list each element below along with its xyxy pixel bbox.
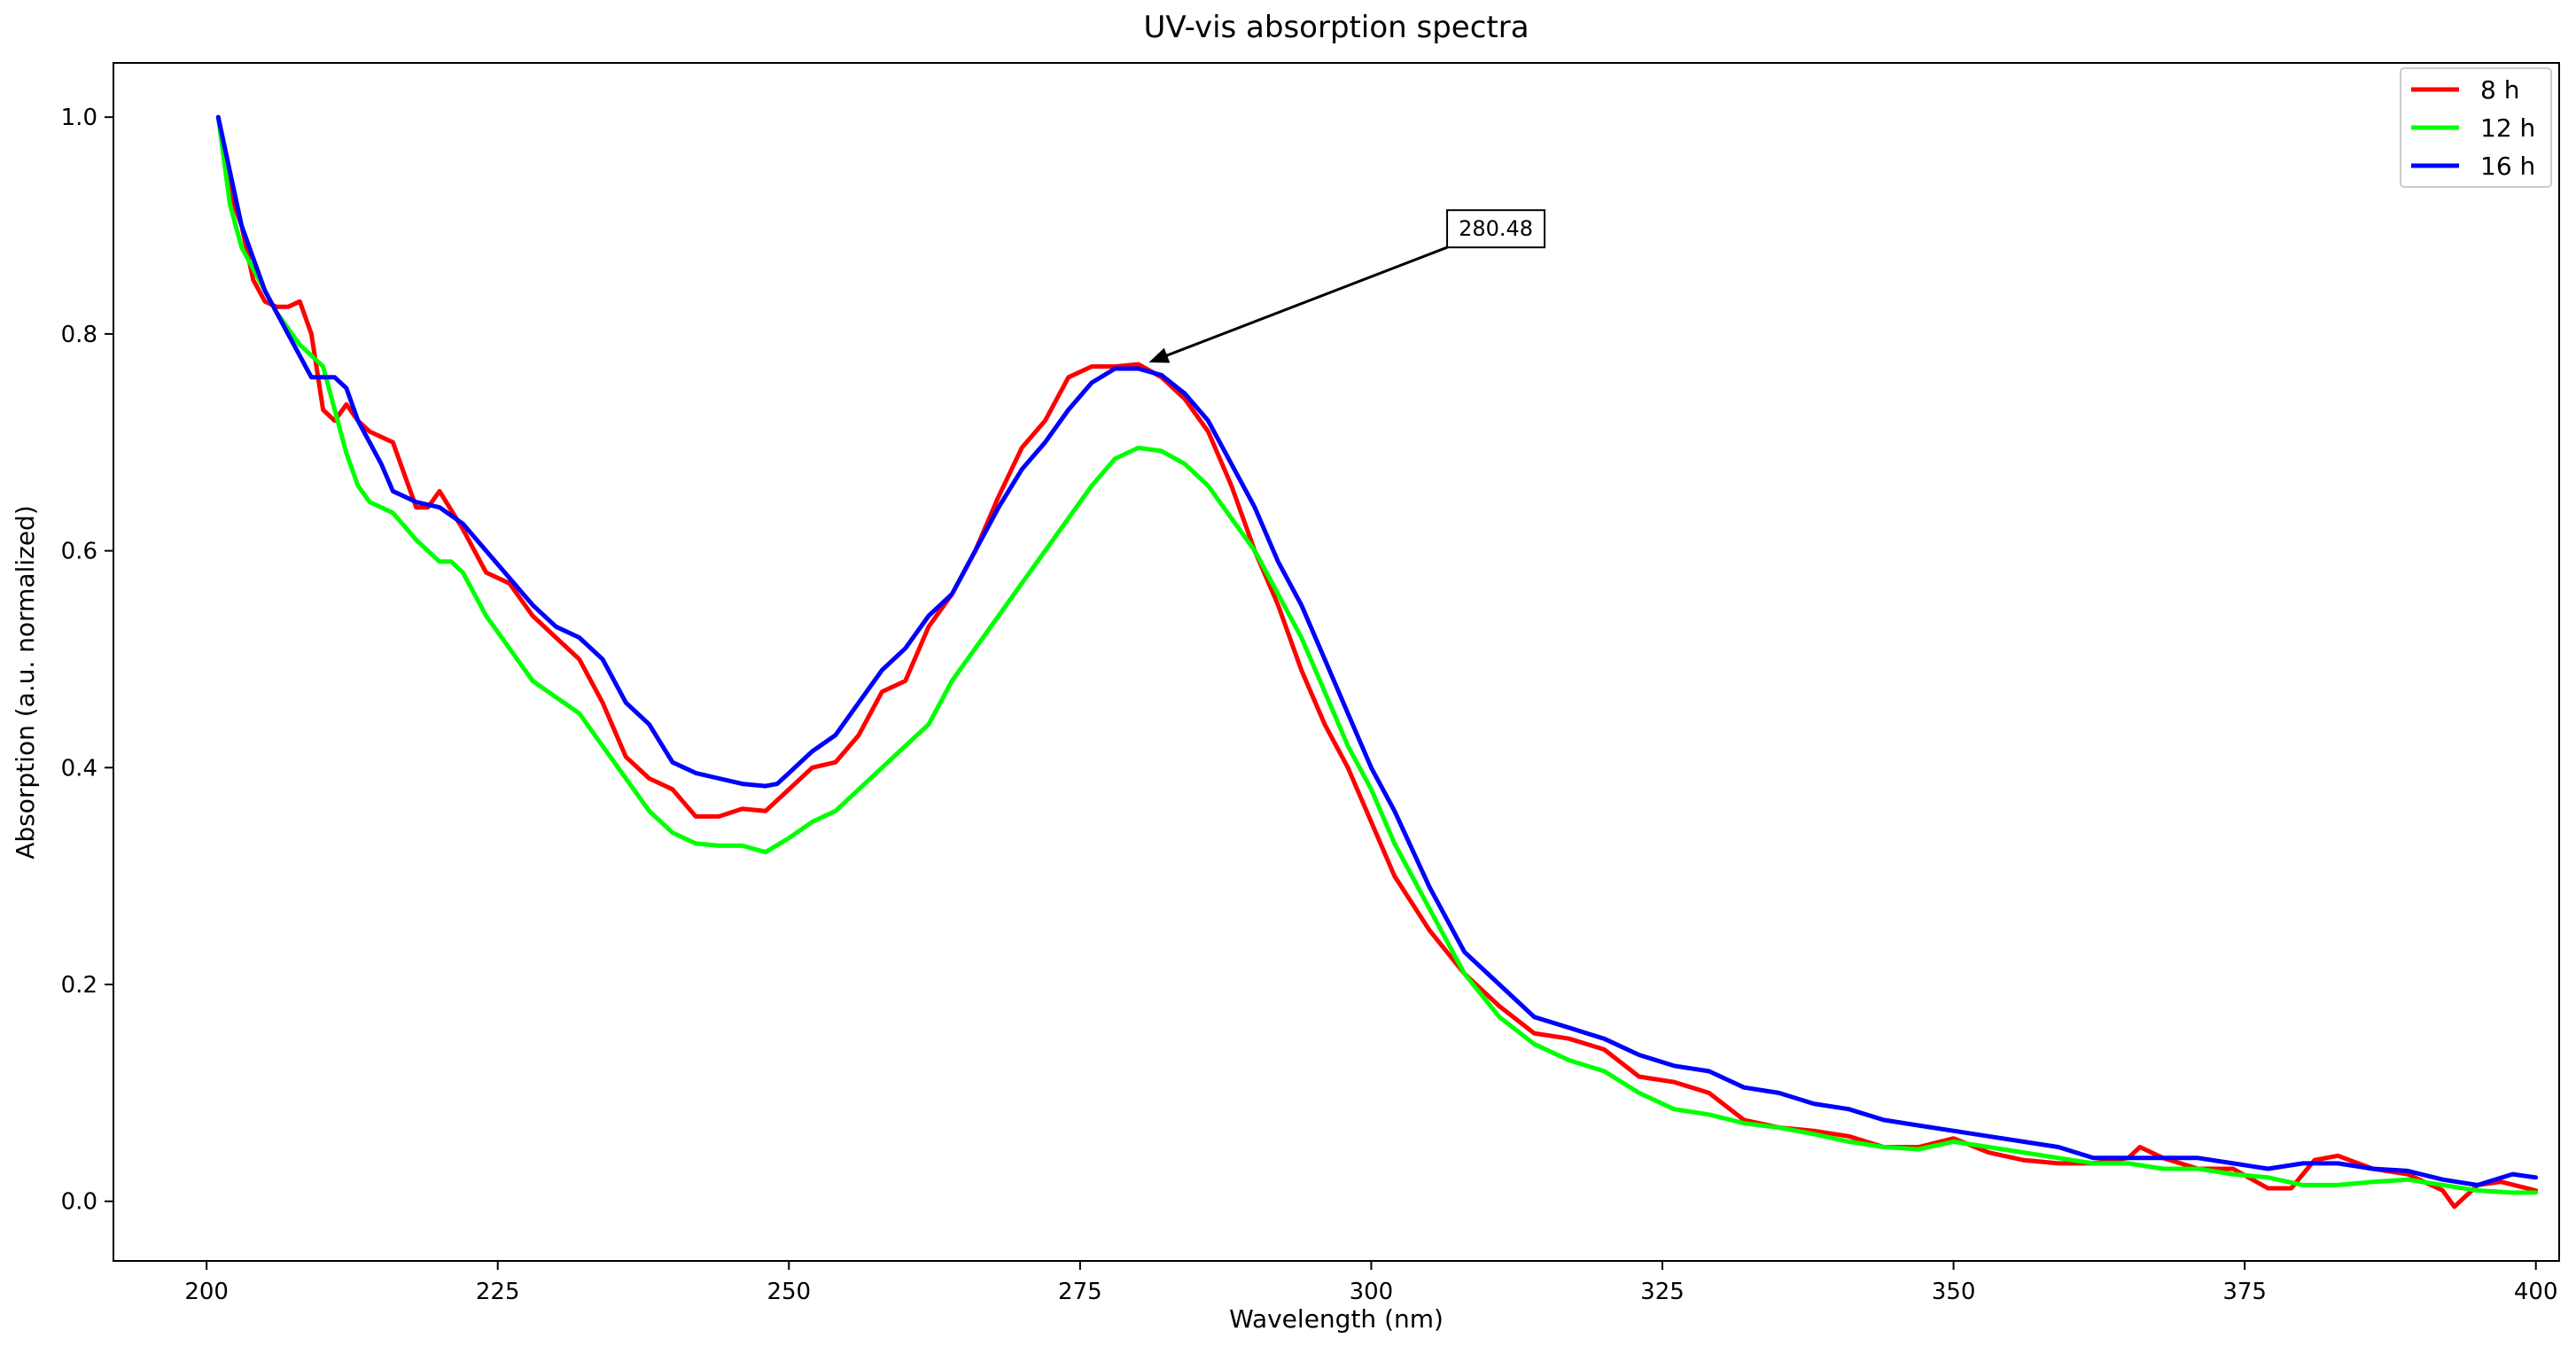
chart-title: UV-vis absorption spectra [1143, 10, 1529, 45]
plot-area: 280.48 [113, 62, 2560, 1262]
annotation-label: 280.48 [1459, 216, 1533, 241]
legend-label: 16 h [2480, 152, 2535, 181]
y-tick-label: 0.0 [61, 1189, 97, 1216]
x-tick-label: 250 [767, 1279, 811, 1305]
x-tick-label: 400 [2514, 1279, 2558, 1305]
plot-frame [113, 62, 2560, 1262]
x-tick-label: 275 [1058, 1279, 1102, 1305]
series-line-8h [215, 114, 2539, 1210]
legend-label: 8 h [2480, 75, 2519, 105]
y-tick-label: 0.6 [61, 539, 97, 565]
series-layer [215, 114, 2539, 1210]
legend-label: 12 h [2480, 113, 2535, 143]
x-axis-label: Wavelength (nm) [1229, 1304, 1444, 1334]
y-tick-label: 0.4 [61, 755, 97, 782]
series-line-16h [215, 114, 2539, 1187]
x-tick-label: 225 [476, 1279, 520, 1305]
legend: 8 h 12 h 16 h [2400, 67, 2552, 188]
x-tick-label: 375 [2222, 1279, 2267, 1305]
x-axis: 200 225 250 275 300 325 350 375 400 [184, 1261, 2558, 1305]
annotation-box [1446, 209, 1546, 249]
series-line-12h [215, 114, 2539, 1195]
legend-box [2400, 67, 2552, 188]
y-tick-label: 1.0 [61, 105, 97, 131]
annotation-arrow [1160, 245, 1448, 360]
x-tick-label: 200 [184, 1279, 229, 1305]
annotation-arrowhead [1148, 347, 1171, 363]
x-tick-label: 325 [1640, 1279, 1685, 1305]
x-tick-label: 350 [1932, 1279, 1976, 1305]
y-axis: 0.0 0.2 0.4 0.6 0.8 1.0 [61, 105, 113, 1216]
y-tick-label: 0.2 [61, 972, 97, 999]
x-tick-label: 300 [1350, 1279, 1394, 1305]
y-tick-label: 0.8 [61, 322, 97, 348]
y-axis-label: Absorption (a.u. normalized) [11, 505, 40, 860]
annotation-layer: 280.48 [1148, 209, 1546, 363]
